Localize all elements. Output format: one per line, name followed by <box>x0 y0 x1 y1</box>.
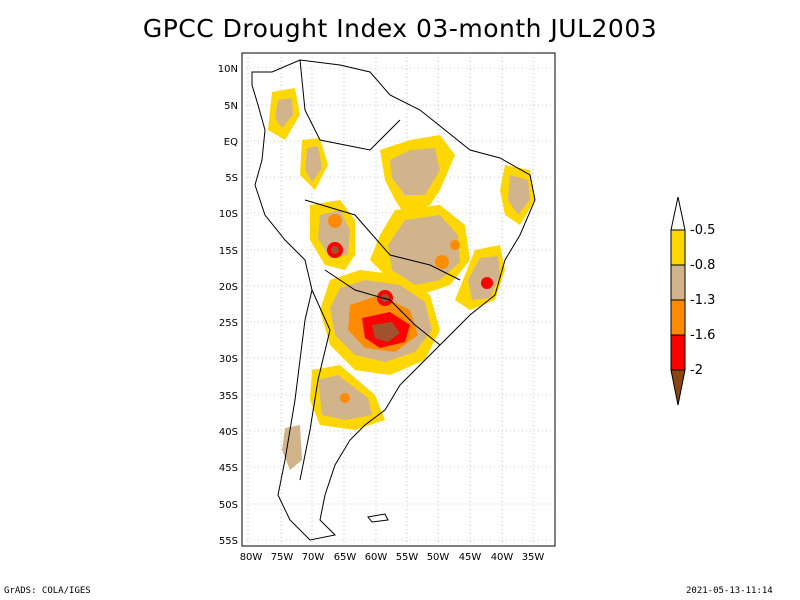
drought-region-amazon-west-moderate <box>305 146 322 182</box>
drought-region-east-tip-moderate <box>508 175 530 215</box>
borders-south <box>324 269 441 346</box>
legend-label: -2 <box>690 363 703 378</box>
lon-label: 70W <box>302 552 325 563</box>
coastlines <box>251 59 536 541</box>
lat-label: 55S <box>219 536 238 547</box>
lat-label: EQ <box>224 137 238 148</box>
drought-spot-severe-2 <box>450 240 460 250</box>
falkland-islands <box>367 513 389 523</box>
lon-label: 45W <box>459 552 482 563</box>
legend-swatch <box>670 229 686 266</box>
lon-label: 35W <box>522 552 545 563</box>
legend-label: -0.5 <box>690 223 715 238</box>
drought-spot-extreme-3 <box>481 277 493 289</box>
legend-label: -0.8 <box>690 258 715 273</box>
drought-spot-severe-1 <box>435 255 449 269</box>
drought-spot-exceptional-1 <box>331 246 339 254</box>
map-title: GPCC Drought Index 03-month JUL2003 <box>142 14 658 43</box>
lon-label: 80W <box>240 552 263 563</box>
lon-label: 60W <box>365 552 388 563</box>
drought-region-northwest-moderate <box>275 98 293 128</box>
map-frame <box>241 52 556 547</box>
south-america-coastline <box>251 59 536 541</box>
lon-label: 40W <box>491 552 514 563</box>
borders-north <box>299 59 401 151</box>
legend-cap-top <box>670 196 686 231</box>
legend-label: -1.6 <box>690 328 715 343</box>
borders-central <box>304 199 461 281</box>
drought-region-paraguay-exceptional <box>372 322 400 342</box>
drought-region-northeast-moderate <box>390 148 440 195</box>
drought-spot-severe-3 <box>340 393 350 403</box>
drought-region-central-west-moderate <box>318 210 350 258</box>
borders-andes <box>299 289 331 481</box>
lat-label: 25S <box>219 318 238 329</box>
legend-colorbar: -0.5 -0.8 -1.3 -1.6 -2 <box>670 196 715 406</box>
legend-swatch <box>670 299 686 336</box>
lat-label: 20S <box>219 282 238 293</box>
legend-label: -1.3 <box>690 293 715 308</box>
credit-text: GrADS: COLA/IGES <box>4 586 91 596</box>
lon-label: 75W <box>271 552 294 563</box>
timestamp-text: 2021-05-13-11:14 <box>686 586 773 596</box>
lat-label: 10S <box>219 209 238 220</box>
drought-spot-exceptional-2 <box>381 294 389 302</box>
lat-label: 35S <box>219 391 238 402</box>
lat-label: 5S <box>225 173 238 184</box>
legend-swatch <box>670 264 686 301</box>
lat-label: 10N <box>218 64 238 75</box>
lon-label: 50W <box>427 552 450 563</box>
lat-label: 5N <box>224 101 238 112</box>
drought-shading <box>268 88 535 470</box>
lat-label: 50S <box>219 500 238 511</box>
lon-axis: 80W 75W 70W 65W 60W 55W 50W 45W 40W 35W <box>240 552 545 563</box>
drought-spot-extreme-1 <box>328 214 342 228</box>
lat-label: 45S <box>219 463 238 474</box>
lon-label: 55W <box>396 552 419 563</box>
lat-label: 30S <box>219 354 238 365</box>
drought-region-patagonia <box>282 425 302 470</box>
lat-label: 15S <box>219 246 238 257</box>
legend-swatch <box>670 334 686 371</box>
lat-label: 40S <box>219 427 238 438</box>
lon-label: 65W <box>334 552 357 563</box>
lat-axis: 10N 5N EQ 5S 10S 15S 20S 25S 30S 35S 40S… <box>218 64 238 547</box>
legend-cap-bottom <box>670 369 686 406</box>
